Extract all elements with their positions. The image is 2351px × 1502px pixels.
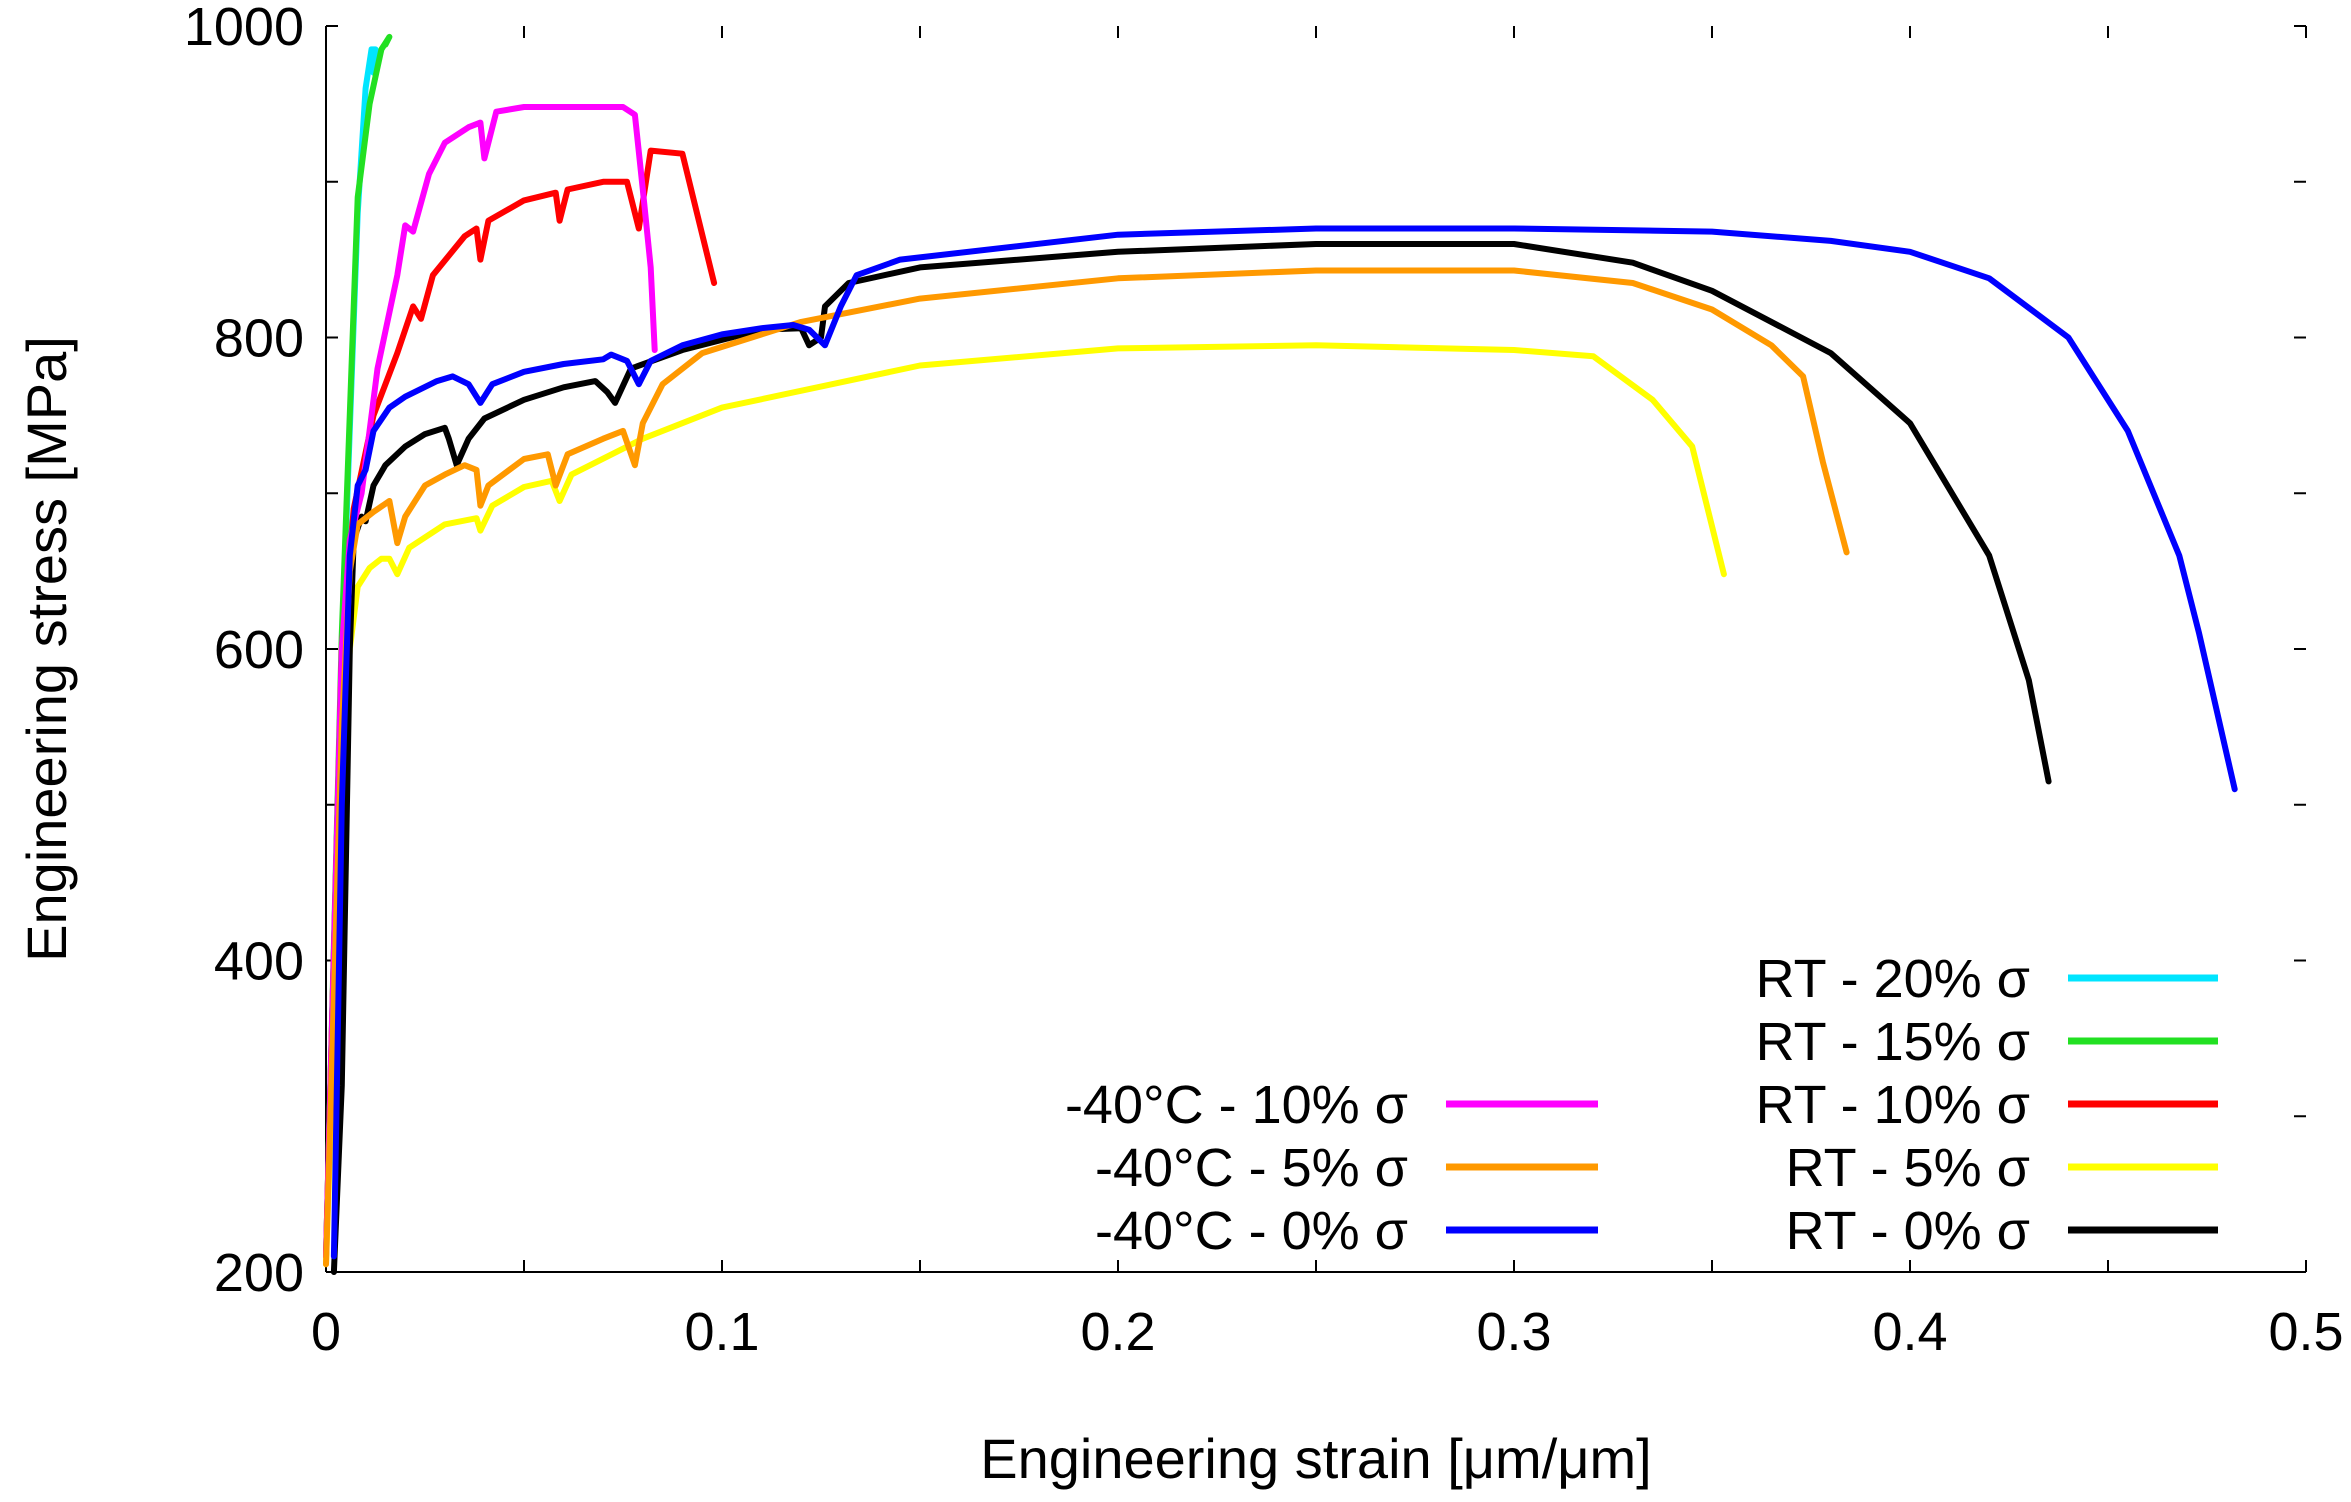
y-tick-label: 200	[214, 1243, 304, 1303]
series-line	[323, 267, 1850, 1268]
x-tick-label: 0	[311, 1302, 341, 1362]
x-tick-label: 0.4	[1872, 1302, 1947, 1362]
legend-entry-label: RT - 15% σ	[1756, 1012, 2030, 1072]
y-tick-label: 600	[214, 620, 304, 680]
series-line	[323, 104, 658, 1260]
x-tick-label: 0.1	[684, 1302, 759, 1362]
axis-titles: Engineering strain [μm/μm] Engineering st…	[15, 336, 1652, 1490]
axis-ticks: 0 0.1 0.2 0.3 0.4 0.5 200 400 600 800 1000	[184, 0, 2344, 1362]
series-line	[330, 225, 2238, 1260]
x-tick-label: 0.5	[2268, 1302, 2343, 1362]
legend-entry-label: RT - 20% σ	[1756, 949, 2030, 1009]
series-line	[323, 147, 718, 1260]
legend: RT - 20% σRT - 15% σRT - 10% σRT - 5% σR…	[1065, 949, 2218, 1261]
legend-entry-label: RT - 5% σ	[1786, 1138, 2030, 1198]
y-tick-label: 1000	[184, 0, 304, 57]
y-tick-label: 800	[214, 309, 304, 369]
series-line	[323, 342, 1727, 1268]
legend-entry-label: -40°C - 10% σ	[1065, 1075, 1408, 1135]
x-axis-title: Engineering strain [μm/μm]	[980, 1427, 1651, 1490]
x-tick-label: 0.2	[1080, 1302, 1155, 1362]
legend-entry-label: RT - 0% σ	[1786, 1201, 2030, 1261]
y-tick-label: 400	[214, 932, 304, 992]
data-series	[323, 33, 2238, 1275]
y-axis-title: Engineering stress [MPa]	[15, 336, 78, 962]
x-tick-label: 0.3	[1476, 1302, 1551, 1362]
legend-entry-label: RT - 10% σ	[1756, 1075, 2030, 1135]
legend-entry-label: -40°C - 5% σ	[1095, 1138, 1408, 1198]
legend-entry-label: -40°C - 0% σ	[1095, 1201, 1408, 1261]
series-line	[330, 241, 2052, 1275]
